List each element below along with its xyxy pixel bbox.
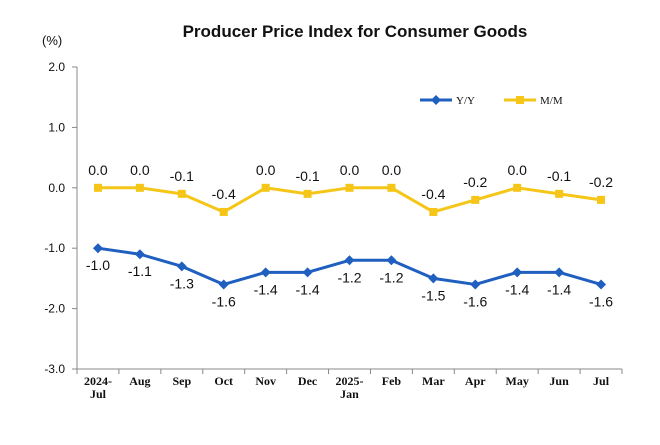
x-tick-label-line: Nov: [255, 374, 276, 388]
x-tick-label: Jul: [593, 374, 610, 388]
x-tick-label: Nov: [255, 374, 276, 388]
data-label: 0.0: [88, 162, 108, 178]
legend-marker: [516, 96, 524, 104]
data-label: -1.2: [337, 269, 361, 285]
x-tick-label-line: Mar: [422, 374, 445, 388]
data-label: 0.0: [382, 162, 402, 178]
x-tick-label: Oct: [214, 374, 233, 388]
data-point-yy: [302, 267, 313, 278]
data-label: -1.2: [379, 269, 403, 285]
x-tick-label: Sep: [172, 374, 191, 388]
data-point-yy: [512, 267, 523, 278]
data-point-mm: [387, 183, 396, 192]
legend-label: M/M: [540, 95, 563, 107]
y-tick-label: -1.0: [44, 241, 65, 255]
data-label: -1.6: [589, 293, 613, 309]
data-label: 0.0: [507, 162, 527, 178]
x-tick-label-line: 2025-: [336, 374, 364, 388]
x-tick-label: Aug: [129, 374, 150, 388]
y-tick-label: -3.0: [44, 362, 65, 376]
data-label: 0.0: [340, 162, 360, 178]
y-axis-unit-label: (%): [42, 33, 63, 48]
x-tick-label-line: Apr: [465, 374, 486, 388]
x-tick-label-line: Aug: [129, 374, 150, 388]
x-tick-label-line: Sep: [172, 374, 191, 388]
data-label: -0.4: [212, 186, 236, 202]
data-label: -0.2: [589, 174, 613, 190]
data-label: -1.6: [463, 293, 487, 309]
data-point-yy: [260, 267, 271, 278]
data-label: -1.4: [505, 281, 529, 297]
data-label: -1.0: [86, 257, 110, 273]
legend-label: Y/Y: [456, 95, 475, 107]
data-point-mm: [555, 189, 564, 198]
data-label: -1.6: [212, 293, 236, 309]
y-tick-label: 1.0: [48, 120, 65, 134]
x-tick-label: Feb: [382, 374, 402, 388]
x-tick-label-line: May: [506, 374, 529, 388]
x-tick-label-line: Jul: [593, 374, 610, 388]
data-label: -1.3: [170, 275, 194, 291]
data-point-yy: [428, 273, 439, 284]
data-point-yy: [176, 261, 187, 272]
x-tick-label: May: [506, 374, 529, 388]
x-tick-label-line: Jun: [549, 374, 569, 388]
data-point-mm: [135, 183, 144, 192]
data-point-mm: [429, 207, 438, 216]
x-tick-label: Dec: [298, 374, 318, 388]
data-label: -1.4: [254, 281, 278, 297]
data-point-mm: [303, 189, 312, 198]
chart-title: Producer Price Index for Consumer Goods: [182, 22, 528, 41]
data-point-yy: [596, 279, 607, 290]
x-tick-label: 2024-Jul: [84, 374, 112, 401]
data-point-mm: [261, 183, 270, 192]
data-label: -1.1: [128, 263, 152, 279]
data-point-mm: [513, 183, 522, 192]
legend-marker: [431, 95, 441, 105]
y-tick-label: -2.0: [44, 302, 65, 316]
data-label: -1.4: [547, 281, 571, 297]
data-point-yy: [344, 255, 355, 266]
data-label: -0.4: [421, 186, 445, 202]
x-tick-label-line: Jul: [90, 387, 107, 401]
x-tick-label: Jun: [549, 374, 569, 388]
data-point-mm: [597, 195, 606, 204]
x-tick-label-line: 2024-: [84, 374, 112, 388]
data-label: -1.5: [421, 287, 445, 303]
data-label: 0.0: [130, 162, 150, 178]
data-point-yy: [218, 279, 229, 290]
data-label: -0.1: [296, 168, 320, 184]
data-point-yy: [554, 267, 565, 278]
y-tick-label: 0.0: [48, 181, 65, 195]
data-point-mm: [93, 183, 102, 192]
data-point-mm: [345, 183, 354, 192]
data-point-yy: [386, 255, 397, 266]
x-tick-label-line: Dec: [298, 374, 318, 388]
x-tick-label: Mar: [422, 374, 445, 388]
data-point-mm: [219, 207, 228, 216]
data-point-yy: [134, 249, 145, 260]
data-point-mm: [177, 189, 186, 198]
x-tick-label: 2025-Jan: [336, 374, 364, 401]
x-tick-label-line: Feb: [382, 374, 402, 388]
data-label: -0.1: [170, 168, 194, 184]
x-tick-label: Apr: [465, 374, 486, 388]
data-label: -0.1: [547, 168, 571, 184]
y-tick-label: 2.0: [48, 60, 65, 74]
data-label: 0.0: [256, 162, 276, 178]
data-label: -0.2: [463, 174, 487, 190]
x-tick-label-line: Oct: [214, 374, 233, 388]
data-point-yy: [470, 279, 481, 290]
data-point-mm: [471, 195, 480, 204]
data-point-yy: [92, 243, 103, 254]
data-label: -1.4: [296, 281, 320, 297]
x-tick-label-line: Jan: [340, 387, 359, 401]
